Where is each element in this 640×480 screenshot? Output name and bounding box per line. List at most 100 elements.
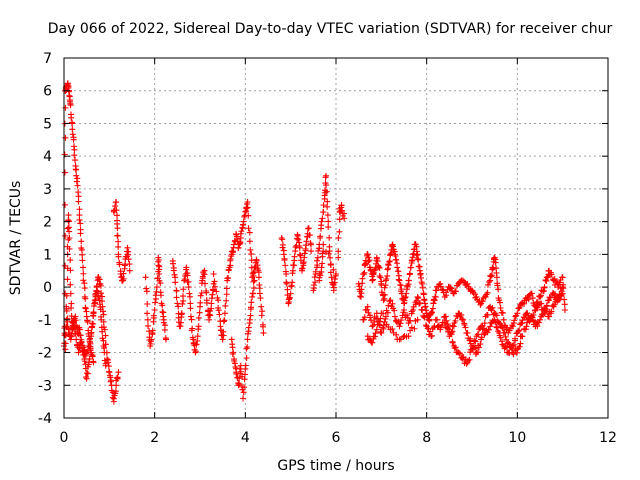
data-point: [240, 389, 247, 396]
data-point: [317, 233, 324, 240]
data-point: [538, 300, 545, 307]
data-point: [323, 182, 330, 189]
data-point: [161, 326, 168, 333]
y-tick-label: -1: [38, 313, 52, 329]
data-point: [155, 262, 162, 269]
data-point: [464, 329, 471, 336]
data-point: [327, 269, 334, 276]
data-point: [90, 320, 97, 327]
data-point: [380, 310, 387, 317]
data-point: [312, 268, 319, 275]
data-point: [313, 257, 320, 264]
data-point: [148, 336, 155, 343]
data-point: [336, 216, 343, 223]
data-point: [174, 300, 181, 307]
data-point: [223, 285, 230, 292]
data-point: [197, 299, 204, 306]
data-point: [69, 120, 76, 127]
data-point: [83, 308, 90, 315]
data-point: [335, 248, 342, 255]
data-point: [522, 326, 529, 333]
data-point: [494, 282, 501, 289]
data-point: [326, 234, 333, 241]
data-point: [291, 253, 298, 260]
data-point: [172, 274, 179, 281]
data-point: [71, 146, 78, 153]
data-point: [97, 282, 104, 289]
data-point: [225, 274, 232, 281]
data-point: [287, 290, 294, 297]
data-point: [66, 235, 73, 241]
data-point: [377, 274, 384, 281]
data-point: [237, 238, 244, 245]
data-point: [396, 277, 403, 284]
data-point: [511, 317, 518, 324]
x-tick-label: 8: [422, 430, 431, 446]
data-point: [126, 261, 133, 268]
data-point: [175, 303, 182, 310]
data-point: [449, 339, 456, 346]
data-point: [551, 301, 558, 308]
data-point: [558, 288, 565, 295]
data-point: [76, 326, 83, 333]
x-tick-label: 2: [150, 430, 159, 446]
data-point: [509, 323, 516, 330]
data-point: [432, 293, 439, 300]
data-point: [366, 257, 373, 264]
data-point: [62, 346, 69, 353]
data-point: [496, 320, 503, 327]
data-point: [242, 362, 249, 369]
x-tick-label: 6: [332, 430, 341, 446]
data-point: [97, 306, 104, 313]
data-point: [70, 136, 77, 143]
data-point: [282, 262, 289, 269]
data-point: [72, 157, 79, 164]
data-point: [68, 114, 75, 121]
data-point: [67, 281, 74, 288]
data-point: [80, 270, 87, 277]
data-point: [62, 134, 69, 141]
data-point: [114, 232, 121, 239]
data-point: [464, 280, 471, 287]
data-point: [101, 357, 108, 364]
data-point: [561, 307, 568, 313]
data-point: [213, 288, 220, 295]
data-point: [125, 256, 132, 263]
data-point: [256, 285, 263, 292]
data-point: [316, 277, 323, 284]
data-point: [244, 330, 251, 337]
data-point: [124, 244, 131, 251]
data-point: [449, 328, 456, 335]
data-point: [99, 328, 106, 335]
data-point: [82, 305, 89, 312]
data-point: [296, 244, 303, 251]
data-point: [281, 257, 288, 264]
data-point: [395, 276, 402, 283]
data-point: [516, 343, 523, 350]
data-point: [63, 292, 70, 299]
data-point: [531, 307, 538, 314]
data-point: [210, 271, 217, 277]
data-point: [106, 369, 113, 376]
data-point: [405, 333, 412, 340]
data-point: [523, 323, 530, 330]
data-point: [515, 328, 522, 335]
data-point: [61, 201, 68, 208]
data-point: [220, 318, 227, 325]
data-point: [477, 341, 484, 348]
data-point: [76, 216, 83, 223]
data-point: [490, 255, 497, 262]
data-point: [146, 328, 153, 335]
data-point: [73, 166, 80, 173]
data-point: [386, 298, 393, 305]
data-point: [549, 302, 556, 309]
data-point: [450, 323, 457, 330]
data-point: [72, 322, 79, 329]
data-point: [245, 324, 252, 331]
data-point: [116, 261, 123, 268]
data-point: [335, 234, 342, 241]
data-point: [244, 336, 251, 343]
data-point: [485, 326, 492, 333]
data-point: [376, 273, 383, 280]
